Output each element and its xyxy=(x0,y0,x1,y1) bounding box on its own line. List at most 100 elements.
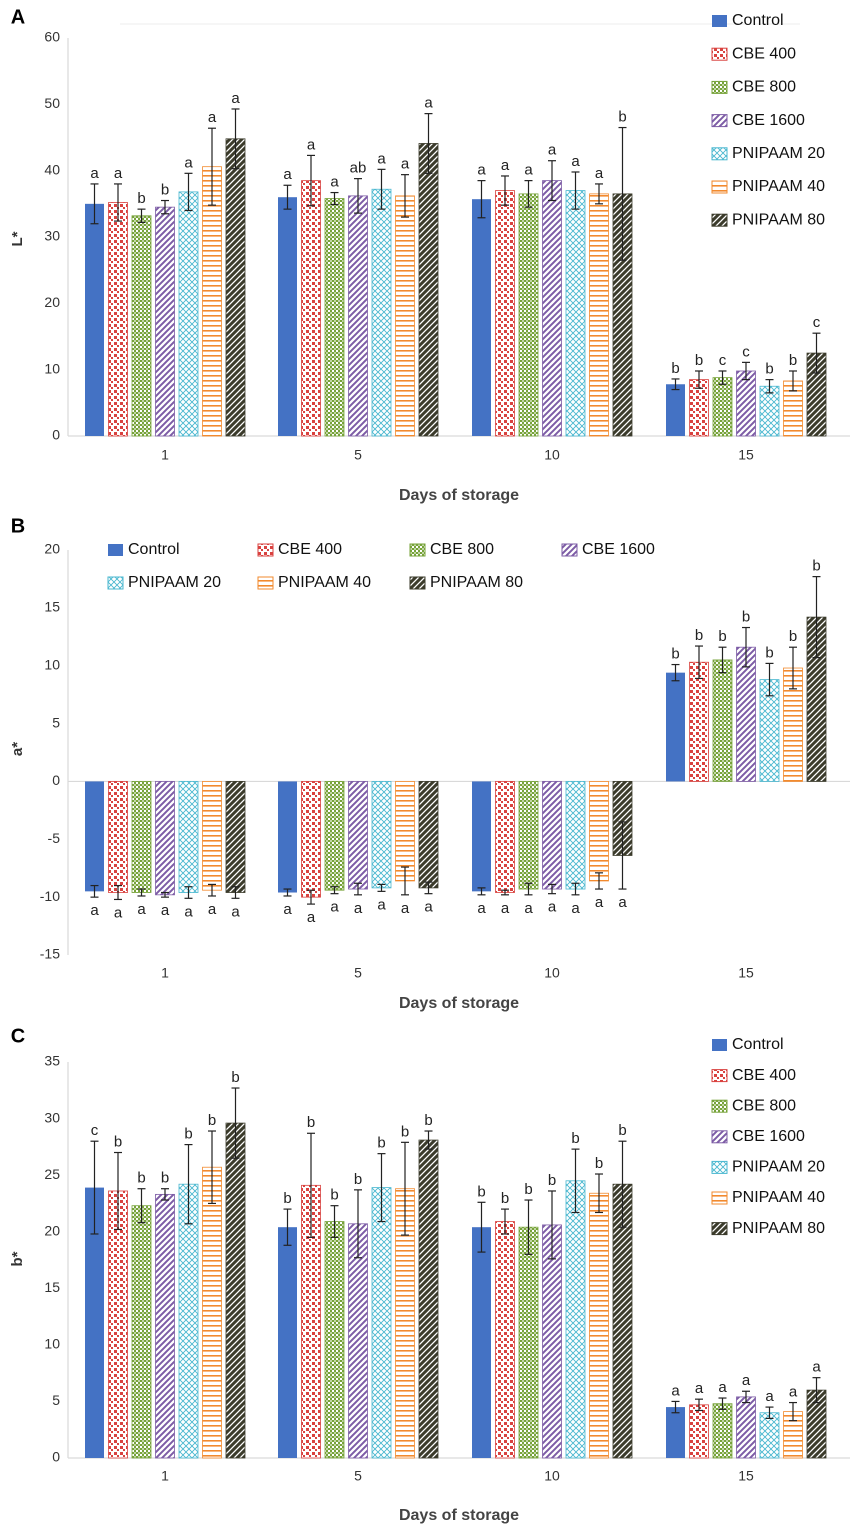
legend-label: CBE 800 xyxy=(732,79,796,96)
bar-cbe-400-day-5 xyxy=(301,180,321,437)
bar-pnipaam-20-day-10 xyxy=(565,190,586,437)
legend-swatch-pnipaam-80 xyxy=(711,213,728,227)
bar-cbe-400-day-5 xyxy=(301,781,321,898)
legend-swatch-pnipaam-20 xyxy=(711,1160,728,1174)
y-tick-label: 0 xyxy=(52,427,60,443)
y-tick-label: 20 xyxy=(44,1222,60,1238)
significance-label: a xyxy=(524,162,533,179)
bar-cbe-800-day-1 xyxy=(131,781,152,893)
bar-control-day-1 xyxy=(85,203,104,436)
y-tick-label: 35 xyxy=(44,1053,60,1069)
bar-pnipaam-20-day-1 xyxy=(178,1183,199,1459)
legend-swatch-pnipaam-20 xyxy=(107,576,124,590)
significance-label: b xyxy=(524,1181,532,1198)
significance-label: c xyxy=(742,343,750,360)
bar-pnipaam-40-day-1 xyxy=(202,781,222,891)
bar-cbe-800-day-5 xyxy=(324,781,345,891)
y-tick-label: 25 xyxy=(44,1166,60,1182)
significance-label: b xyxy=(718,628,726,645)
bar-cbe-1600-day-10 xyxy=(542,180,562,437)
significance-label: b xyxy=(765,361,773,378)
significance-label: b xyxy=(618,1122,626,1139)
significance-label: a xyxy=(424,899,433,916)
y-axis-label: L* xyxy=(9,231,26,246)
y-tick-label: -15 xyxy=(40,946,60,962)
legend-label: CBE 1600 xyxy=(732,112,805,129)
y-tick-label: 0 xyxy=(52,772,60,788)
bar-pnipaam-40-day-1 xyxy=(202,1166,222,1459)
y-tick-label: 30 xyxy=(44,1109,60,1125)
significance-label: b xyxy=(501,1190,509,1207)
significance-label: a xyxy=(424,95,433,112)
bar-pnipaam-40-day-10 xyxy=(589,193,609,437)
bar-cbe-400-day-1 xyxy=(108,1190,128,1459)
significance-label: b xyxy=(307,1114,315,1131)
legend-swatch-pnipaam-80 xyxy=(711,1222,728,1236)
significance-label: b xyxy=(424,1112,432,1129)
significance-label: a xyxy=(208,109,217,126)
significance-label: b xyxy=(137,190,145,207)
legend-label: PNIPAAM 40 xyxy=(732,178,825,195)
y-tick-label: 15 xyxy=(44,1279,60,1295)
bar-cbe-1600-day-1 xyxy=(155,1193,175,1459)
bar-cbe-800-day-5 xyxy=(324,1221,345,1459)
legend-swatch-cbe-800 xyxy=(711,1099,728,1113)
legend: Control CBE 400 CBE 800 CBE 1600 PNIPAAM 20 P… xyxy=(711,1036,825,1237)
legend-swatch-pnipaam-40 xyxy=(711,1191,728,1205)
significance-label: a xyxy=(114,904,123,921)
significance-label: b xyxy=(695,627,703,644)
significance-label: a xyxy=(377,896,386,913)
significance-label: a xyxy=(137,901,146,918)
legend-label: PNIPAAM 40 xyxy=(278,574,371,591)
significance-label: ab xyxy=(350,160,367,177)
bar-cbe-800-day-1 xyxy=(131,215,152,437)
significance-label: a xyxy=(330,174,339,191)
bar-cbe-1600-day-15 xyxy=(736,370,756,437)
significance-label: b xyxy=(671,360,679,377)
bar-pnipaam-80-day-5 xyxy=(418,781,439,889)
bar-cbe-800-day-1 xyxy=(131,1205,152,1459)
significance-label: a xyxy=(377,150,386,167)
panel-letter: B xyxy=(11,515,25,537)
x-axis-label: Days of storage xyxy=(399,487,519,504)
significance-label: a xyxy=(90,902,99,919)
bar-cbe-400-day-10 xyxy=(495,1221,515,1459)
bar-pnipaam-20-day-10 xyxy=(565,781,586,890)
bar-cbe-400-day-15 xyxy=(689,1404,709,1459)
bar-cbe-400-day-10 xyxy=(495,190,515,437)
significance-label: c xyxy=(813,314,821,331)
legend-swatch-cbe-1600 xyxy=(711,114,728,128)
significance-label: b xyxy=(742,608,750,625)
bar-control-day-1 xyxy=(85,781,104,892)
bar-pnipaam-80-day-1 xyxy=(225,138,246,437)
significance-label: a xyxy=(307,136,316,153)
bar-cbe-800-day-10 xyxy=(518,1226,539,1459)
bar-cbe-1600-day-5 xyxy=(348,195,368,437)
significance-label: a xyxy=(742,1372,751,1389)
legend-label: PNIPAAM 20 xyxy=(128,574,221,591)
significance-label: b xyxy=(330,1187,338,1204)
legend-label: CBE 400 xyxy=(278,541,342,558)
significance-label: a xyxy=(718,1379,727,1396)
significance-label: a xyxy=(501,900,510,917)
legend-label: PNIPAAM 80 xyxy=(430,574,523,591)
significance-label: b xyxy=(283,1190,291,1207)
legend-label: PNIPAAM 80 xyxy=(732,211,825,228)
significance-label: a xyxy=(618,894,627,911)
significance-label: b xyxy=(377,1135,385,1152)
legend-swatch-cbe-1600 xyxy=(561,543,578,557)
significance-label: b xyxy=(161,1170,169,1187)
x-tick-label: 5 xyxy=(354,965,362,981)
x-tick-label: 10 xyxy=(544,1468,560,1484)
significance-label: a xyxy=(161,902,170,919)
bar-control-day-15 xyxy=(666,384,685,436)
y-tick-label: 10 xyxy=(44,1336,60,1352)
y-tick-label: 10 xyxy=(44,656,60,672)
bar-pnipaam-20-day-15 xyxy=(759,385,780,437)
bar-cbe-1600-day-1 xyxy=(155,206,175,437)
significance-label: a xyxy=(501,157,510,174)
significance-label: a xyxy=(114,165,123,182)
y-tick-label: 20 xyxy=(44,294,60,310)
